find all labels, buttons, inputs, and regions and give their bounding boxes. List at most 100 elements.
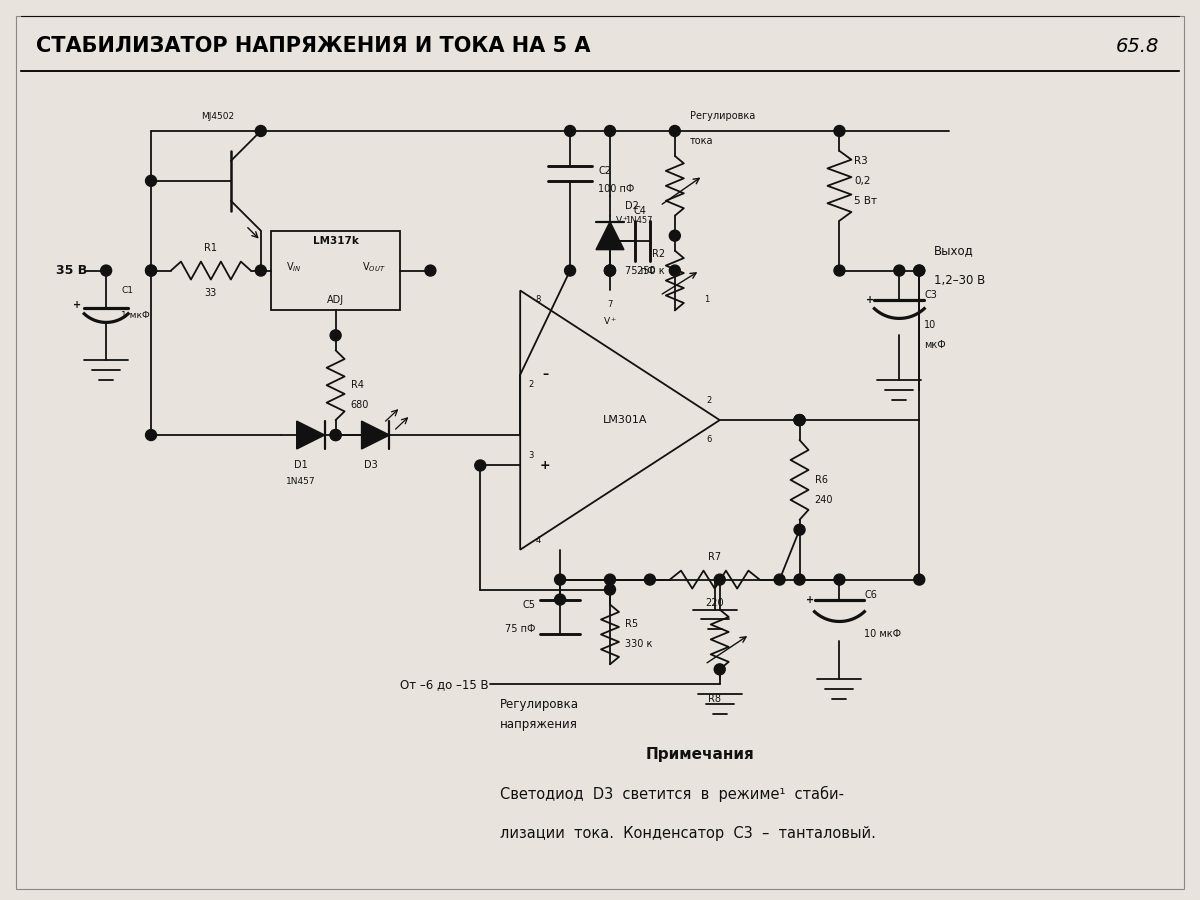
- Text: 2: 2: [707, 396, 712, 405]
- Circle shape: [256, 125, 266, 137]
- Circle shape: [834, 574, 845, 585]
- Circle shape: [425, 266, 436, 276]
- Text: C5: C5: [522, 599, 535, 609]
- Text: R5: R5: [625, 619, 638, 629]
- Circle shape: [670, 125, 680, 137]
- Circle shape: [145, 266, 156, 276]
- Text: V$^+$: V$^+$: [602, 315, 617, 327]
- Polygon shape: [296, 421, 325, 449]
- Text: 240: 240: [815, 495, 833, 505]
- Bar: [271, 230, 401, 310]
- Text: 8: 8: [535, 295, 540, 304]
- Text: +: +: [73, 301, 82, 310]
- Circle shape: [554, 574, 565, 585]
- Circle shape: [670, 230, 680, 241]
- Text: V$^+$: V$^+$: [614, 214, 629, 226]
- Circle shape: [794, 415, 805, 426]
- Text: 10: 10: [924, 320, 936, 330]
- Text: Светодиод  D3  светится  в  режиме¹  стаби-: Светодиод D3 светится в режиме¹ стаби-: [500, 786, 845, 802]
- Text: 0,2: 0,2: [854, 176, 871, 185]
- Circle shape: [794, 415, 805, 426]
- Circle shape: [145, 266, 156, 276]
- Text: 33: 33: [205, 289, 217, 299]
- Text: 2: 2: [528, 380, 534, 389]
- Text: 5 Вт: 5 Вт: [854, 196, 877, 206]
- Circle shape: [564, 125, 576, 137]
- Text: 10 мкФ: 10 мкФ: [864, 629, 901, 639]
- Text: 65.8: 65.8: [1115, 37, 1159, 56]
- Text: C6: C6: [864, 590, 877, 599]
- Text: V$_{IN}$: V$_{IN}$: [286, 261, 301, 274]
- Text: R2: R2: [652, 248, 665, 258]
- Circle shape: [670, 266, 680, 276]
- Polygon shape: [361, 421, 390, 449]
- Text: лизации  тока.  Конденсатор  С3  –  танталовый.: лизации тока. Конденсатор С3 – танталовы…: [500, 826, 876, 842]
- Text: D1: D1: [294, 460, 307, 470]
- Text: 100 пФ: 100 пФ: [598, 184, 635, 194]
- Text: 680: 680: [350, 400, 368, 410]
- Text: Примечания: Примечания: [646, 747, 754, 761]
- Text: Регулировка: Регулировка: [690, 111, 755, 121]
- Circle shape: [714, 574, 725, 585]
- Circle shape: [714, 664, 725, 675]
- Text: 250 к: 250 к: [637, 266, 665, 275]
- Circle shape: [256, 266, 266, 276]
- Circle shape: [330, 330, 341, 341]
- Circle shape: [605, 266, 616, 276]
- Text: 1 мкФ: 1 мкФ: [121, 310, 150, 320]
- Text: R3: R3: [854, 156, 868, 166]
- Circle shape: [794, 574, 805, 585]
- Text: C2: C2: [598, 166, 611, 176]
- Text: СТАБИЛИЗАТОР НАПРЯЖЕНИЯ И ТОКА НА 5 А: СТАБИЛИЗАТОР НАПРЯЖЕНИЯ И ТОКА НА 5 А: [36, 36, 590, 56]
- Circle shape: [475, 460, 486, 471]
- Text: 6: 6: [707, 435, 712, 444]
- Circle shape: [605, 125, 616, 137]
- Text: 1: 1: [704, 295, 709, 304]
- Circle shape: [605, 266, 616, 276]
- Text: тока: тока: [690, 136, 713, 146]
- Text: MJ4502: MJ4502: [200, 112, 234, 121]
- Text: R1: R1: [204, 243, 217, 253]
- Circle shape: [834, 125, 845, 137]
- Text: 1N457: 1N457: [625, 216, 653, 225]
- Text: D2: D2: [625, 201, 638, 211]
- Text: ADJ: ADJ: [328, 295, 344, 305]
- Text: От –6 до –15 В: От –6 до –15 В: [401, 678, 490, 691]
- Text: напряжения: напряжения: [500, 717, 578, 731]
- Text: C3: C3: [924, 291, 937, 301]
- Circle shape: [605, 574, 616, 585]
- Circle shape: [794, 525, 805, 535]
- Text: C4: C4: [634, 206, 647, 216]
- Text: 220: 220: [706, 598, 724, 608]
- Text: V$_{OUT}$: V$_{OUT}$: [361, 261, 385, 274]
- Circle shape: [644, 574, 655, 585]
- Text: D3: D3: [364, 460, 378, 470]
- Text: 4: 4: [535, 536, 540, 544]
- Text: R7: R7: [708, 552, 721, 562]
- Circle shape: [554, 594, 565, 605]
- Text: 7: 7: [607, 301, 613, 310]
- Text: –: –: [542, 368, 548, 382]
- Circle shape: [564, 266, 576, 276]
- Circle shape: [605, 584, 616, 595]
- Circle shape: [101, 266, 112, 276]
- Circle shape: [330, 429, 341, 440]
- Text: 75 пФ: 75 пФ: [505, 625, 535, 634]
- Circle shape: [330, 429, 341, 440]
- Text: +: +: [540, 459, 551, 472]
- Circle shape: [834, 266, 845, 276]
- Text: Выход: Выход: [935, 244, 974, 257]
- Text: +: +: [866, 295, 875, 305]
- Circle shape: [605, 266, 616, 276]
- Text: мкФ: мкФ: [924, 340, 946, 350]
- Circle shape: [145, 429, 156, 440]
- Text: 35 В: 35 В: [56, 264, 88, 277]
- Circle shape: [913, 266, 925, 276]
- Text: 1,2–30 В: 1,2–30 В: [935, 274, 985, 287]
- Text: 1N457: 1N457: [286, 477, 316, 486]
- Text: 3: 3: [528, 452, 534, 461]
- Circle shape: [894, 266, 905, 276]
- Text: Регулировка: Регулировка: [500, 698, 580, 711]
- Circle shape: [145, 176, 156, 186]
- Text: 75 пФ: 75 пФ: [625, 266, 655, 275]
